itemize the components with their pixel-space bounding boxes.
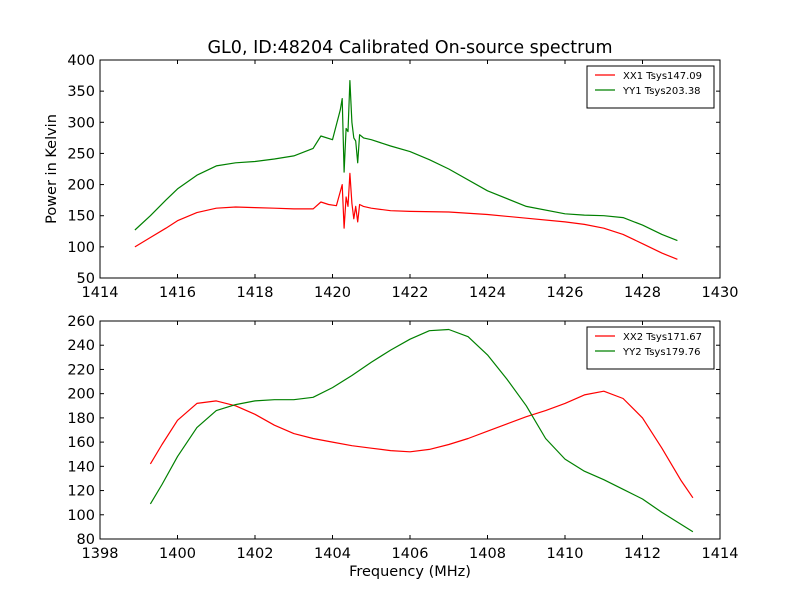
legend: XX2 Tsys171.67 YY2 Tsys179.76 bbox=[586, 326, 715, 370]
x-tick-label: 1400 bbox=[159, 546, 196, 562]
y-tick-label: 300 bbox=[67, 115, 95, 131]
x-tick-label: 1402 bbox=[237, 546, 274, 562]
series-line-yy1 bbox=[134, 79, 678, 242]
bottom-chart: 1398 1400 1402 1404 1406 1408 1410 1412 1414 80 10… bbox=[67, 314, 738, 580]
x-tick-label: 1420 bbox=[314, 285, 351, 301]
x-tick-label: 1414 bbox=[702, 546, 739, 562]
legend-label: YY1 Tsys203.38 bbox=[622, 86, 701, 97]
x-tick-label: 1418 bbox=[237, 285, 274, 301]
y-tick-label: 140 bbox=[67, 459, 95, 475]
x-tick-label: 1414 bbox=[82, 285, 119, 301]
y-tick-label: 350 bbox=[67, 84, 95, 100]
y-tick-label: 100 bbox=[67, 240, 95, 256]
series-group bbox=[134, 79, 678, 260]
x-tick-label: 1424 bbox=[469, 285, 506, 301]
series-group bbox=[149, 328, 694, 533]
y-tick-label: 180 bbox=[67, 411, 95, 427]
x-tick-label: 1398 bbox=[82, 546, 119, 562]
x-tick-label: 1428 bbox=[624, 285, 661, 301]
y-tick-label: 80 bbox=[77, 532, 95, 548]
y-tick-label: 250 bbox=[67, 146, 95, 162]
x-tick-label: 1404 bbox=[314, 546, 351, 562]
y-tick-label: 200 bbox=[67, 178, 95, 194]
y-tick-label: 260 bbox=[67, 314, 95, 330]
legend-label: XX1 Tsys147.09 bbox=[623, 71, 702, 82]
series-line-xx1 bbox=[134, 172, 678, 260]
legend-box bbox=[586, 326, 715, 370]
y-tick-label: 200 bbox=[67, 387, 95, 403]
y-tick-label: 160 bbox=[67, 435, 95, 451]
x-tick-label: 1422 bbox=[392, 285, 429, 301]
legend: XX1 Tsys147.09 YY1 Tsys203.38 bbox=[586, 65, 715, 109]
x-tick-label: 1430 bbox=[702, 285, 739, 301]
series-line-yy2 bbox=[149, 328, 694, 533]
legend-label: YY2 Tsys179.76 bbox=[622, 347, 701, 358]
top-chart: 1414 1416 1418 1420 1422 1424 1426 1428 1430 50 10… bbox=[44, 38, 738, 301]
y-tick-label: 120 bbox=[67, 484, 95, 500]
y-tick-label: 100 bbox=[67, 508, 95, 524]
x-tick-label: 1426 bbox=[547, 285, 584, 301]
chart-title: GL0, ID:48204 Calibrated On-source spect… bbox=[208, 38, 613, 58]
y-tick-label: 50 bbox=[77, 271, 95, 287]
legend-label: XX2 Tsys171.67 bbox=[623, 332, 702, 343]
y-tick-label: 240 bbox=[67, 338, 95, 354]
y-tick-label: 220 bbox=[67, 362, 95, 378]
x-axis-label: Frequency (MHz) bbox=[349, 564, 471, 580]
x-tick-label: 1412 bbox=[624, 546, 661, 562]
legend-box bbox=[586, 65, 715, 109]
x-tick-label: 1408 bbox=[469, 546, 506, 562]
x-tick-label: 1406 bbox=[392, 546, 429, 562]
y-tick-label: 150 bbox=[67, 209, 95, 225]
y-axis-label: Power in Kelvin bbox=[44, 114, 60, 224]
y-tick-label: 400 bbox=[67, 53, 95, 69]
x-tick-label: 1410 bbox=[547, 546, 584, 562]
x-tick-label: 1416 bbox=[159, 285, 196, 301]
